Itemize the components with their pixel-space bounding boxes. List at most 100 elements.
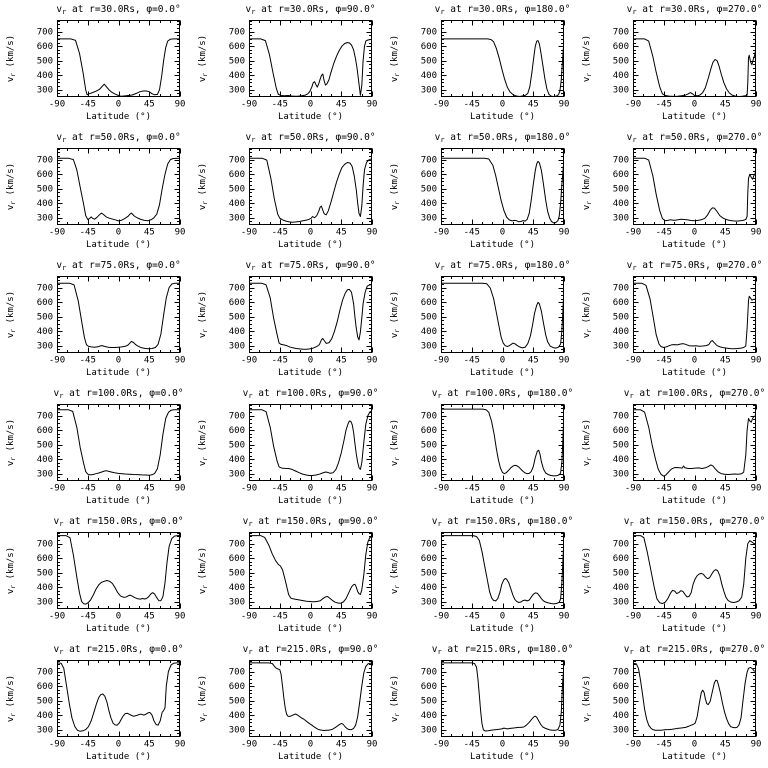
plot-r150.0-phi90.0: 300 400 500 600 700 -90 -45 0 45 90 vr at r=150.0R… [198,516,378,634]
x-tick-label: 45 [528,612,539,622]
tick-marks [57,20,181,97]
data-curve [633,409,756,477]
plot-r50.0-phi0.0: 300 400 500 600 700 -90 -45 0 45 90 vr at r=50.0Rs… [6,132,185,250]
tick-marks [249,20,373,97]
x-tick-label: 0 [308,356,313,366]
tick-marks [57,148,181,225]
data-curve [633,663,756,731]
tick-marks [249,148,373,225]
plot-title: vr at r=75.0Rs, φ=270.0° [627,260,763,272]
x-tick-label: 90 [367,612,378,622]
y-tick-label: 600 [37,42,53,52]
y-tick-label: 300 [421,342,437,352]
x-tick-label: 90 [559,356,570,366]
x-axis-label: Latitude (°) [662,368,727,378]
x-tick-label: -45 [656,356,672,366]
x-tick-label: -45 [464,100,480,110]
y-tick-label: 700 [229,28,245,38]
x-tick-label: 90 [367,484,378,494]
x-axis-label: Latitude (°) [662,752,727,762]
data-curve [249,157,372,223]
plot-title: vr at r=50.0Rs, φ=270.0° [627,132,763,144]
y-tick-label: 400 [421,71,437,81]
x-tick-label: 90 [175,356,186,366]
x-tick-label: 45 [720,228,731,238]
y-axis-label: vr (km/s) [198,35,209,82]
tick-marks [57,660,181,737]
axis-frame [249,20,372,97]
x-tick-label: 0 [116,740,121,750]
y-tick-label: 500 [229,697,245,707]
axis-frame [57,20,180,97]
x-tick-label: -90 [625,612,641,622]
y-tick-label: 500 [229,185,245,195]
y-tick-label: 700 [613,156,629,166]
y-tick-label: 600 [421,42,437,52]
plot-title: vr at r=75.0Rs, φ=90.0° [245,260,375,272]
x-tick-label: 90 [751,100,762,110]
x-tick-label: -90 [625,484,641,494]
y-axis-label: vr (km/s) [390,419,401,466]
x-tick-label: 45 [336,612,347,622]
x-axis-label: Latitude (°) [470,624,535,634]
x-tick-label: -90 [241,228,257,238]
x-axis-label: Latitude (°) [86,112,151,122]
x-axis-label: Latitude (°) [470,496,535,506]
x-tick-label: -45 [80,228,96,238]
x-tick-label: -45 [464,484,480,494]
x-tick-label: -90 [625,356,641,366]
y-axis-label: vr (km/s) [6,675,17,722]
y-tick-label: 300 [229,726,245,736]
data-curve [249,662,372,731]
tick-marks [633,148,757,225]
axis-frame [249,148,372,225]
x-tick-label: 90 [559,740,570,750]
y-axis-label: vr (km/s) [390,675,401,722]
x-tick-label: 0 [692,484,697,494]
y-tick-label: 700 [613,540,629,550]
x-tick-label: -90 [241,356,257,366]
y-tick-label: 500 [229,441,245,451]
x-tick-label: 90 [559,228,570,238]
y-tick-label: 400 [229,199,245,209]
y-axis-label: vr (km/s) [390,35,401,82]
tick-marks [57,532,181,609]
y-tick-label: 400 [421,455,437,465]
x-tick-label: 45 [720,740,731,750]
y-tick-label: 500 [613,313,629,323]
x-tick-label: -90 [433,228,449,238]
y-tick-label: 600 [37,170,53,180]
y-tick-label: 600 [37,298,53,308]
y-tick-label: 300 [613,726,629,736]
x-tick-label: -90 [433,484,449,494]
y-tick-label: 700 [229,540,245,550]
x-axis-label: Latitude (°) [86,368,151,378]
y-axis-label: vr (km/s) [6,163,17,210]
y-axis-label: vr (km/s) [6,35,17,82]
plot-title: vr at r=215.0Rs, φ=90.0° [243,644,379,656]
y-tick-label: 400 [421,199,437,209]
x-tick-label: 45 [528,100,539,110]
x-axis-label: Latitude (°) [470,752,535,762]
y-axis-label: vr (km/s) [6,547,17,594]
plot-r215.0-phi0.0: 300 400 500 600 700 -90 -45 0 45 90 vr at r=215.0R… [6,644,185,762]
data-curve [249,409,372,476]
y-tick-label: 600 [37,426,53,436]
data-curve [57,662,180,732]
y-tick-label: 700 [421,540,437,550]
y-tick-label: 400 [229,711,245,721]
axis-frame [441,660,564,737]
x-tick-label: 0 [692,356,697,366]
plot-title: vr at r=100.0Rs, φ=90.0° [243,388,379,400]
y-tick-label: 400 [613,199,629,209]
y-tick-label: 400 [613,71,629,81]
x-tick-label: -90 [49,484,65,494]
tick-marks [441,532,565,609]
x-tick-label: 0 [692,228,697,238]
x-axis-label: Latitude (°) [278,368,343,378]
y-tick-label: 500 [37,313,53,323]
x-tick-label: -45 [80,740,96,750]
axis-frame [633,148,756,225]
y-tick-label: 700 [421,28,437,38]
x-tick-label: -90 [625,228,641,238]
